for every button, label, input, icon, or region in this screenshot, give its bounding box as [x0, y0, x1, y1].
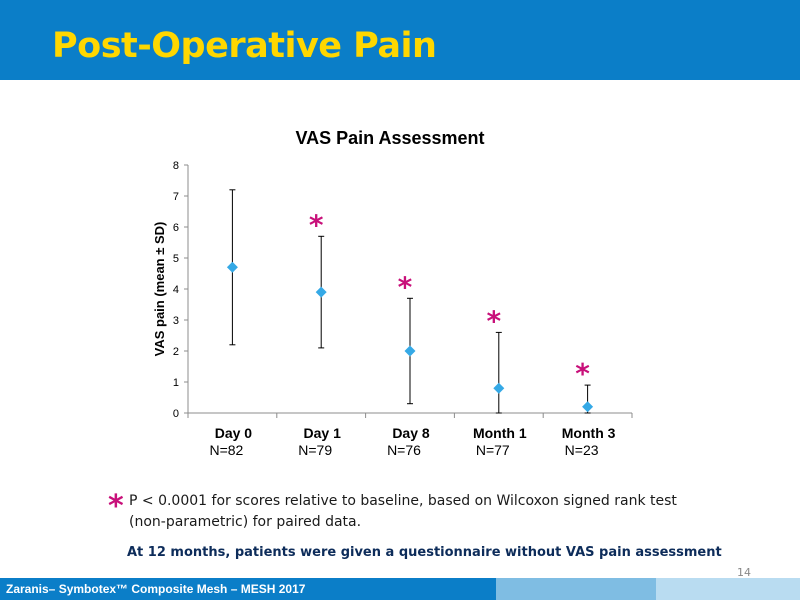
footer-band-dark: [0, 578, 496, 600]
n-label-5: N=23: [565, 442, 599, 458]
significance-star-3: *: [398, 270, 413, 303]
significance-markers: * * * *: [309, 208, 590, 390]
page-number: 14: [737, 566, 751, 579]
y-ticks: 0 1 2 3 4 5 6 7 8: [173, 160, 188, 420]
data-point-3: [404, 345, 416, 357]
x-category-labels: Day 0 Day 1 Day 8 Month 1 Month 3: [215, 425, 616, 441]
n-label-4: N=77: [476, 442, 510, 458]
significance-star-2: *: [309, 208, 324, 241]
data-point-4: [493, 382, 505, 394]
y-axis-label: VAS pain (mean ± SD): [152, 222, 167, 357]
significance-note: P < 0.0001 for scores relative to baseli…: [129, 493, 677, 530]
data-point-2: [315, 286, 327, 298]
y-tick-label: 1: [173, 377, 179, 389]
y-tick-label: 5: [173, 253, 179, 265]
footer-band-mid: [496, 578, 656, 600]
sample-size-labels: N=82 N=79 N=76 N=77 N=23: [209, 442, 598, 458]
slide-title: Post-Operative Pain: [52, 26, 437, 66]
y-tick-label: 3: [173, 315, 179, 327]
footer-text: Zaranis– Symbotex™ Composite Mesh – MESH…: [6, 582, 306, 596]
significance-star-icon: *: [108, 489, 124, 524]
y-tick-label: 4: [173, 284, 179, 296]
followup-note: At 12 months, patients were given a ques…: [127, 545, 722, 560]
x-category-label-1: Day 0: [215, 425, 253, 441]
y-tick-label: 6: [173, 222, 179, 234]
n-label-1: N=82: [209, 442, 243, 458]
x-category-label-4: Month 1: [473, 425, 527, 441]
data-point-5: [582, 401, 594, 413]
x-category-label-3: Day 8: [392, 425, 430, 441]
chart-title: VAS Pain Assessment: [295, 128, 484, 148]
data-point-1: [226, 261, 238, 273]
significance-star-5: *: [575, 357, 590, 390]
y-tick-label: 2: [173, 346, 179, 358]
x-category-label-5: Month 3: [562, 425, 616, 441]
significance-star-4: *: [486, 304, 501, 337]
n-label-3: N=76: [387, 442, 421, 458]
header-bar: [0, 0, 800, 80]
y-tick-label: 7: [173, 191, 179, 203]
data-points: [226, 261, 594, 413]
x-category-label-2: Day 1: [304, 425, 342, 441]
y-tick-label: 8: [173, 160, 179, 172]
footer-band-light: [656, 578, 800, 600]
n-label-2: N=79: [298, 442, 332, 458]
vas-pain-chart: VAS Pain Assessment VAS pain (mean ± SD)…: [152, 128, 633, 458]
x-ticks: [187, 413, 633, 418]
y-tick-label: 0: [173, 408, 179, 420]
